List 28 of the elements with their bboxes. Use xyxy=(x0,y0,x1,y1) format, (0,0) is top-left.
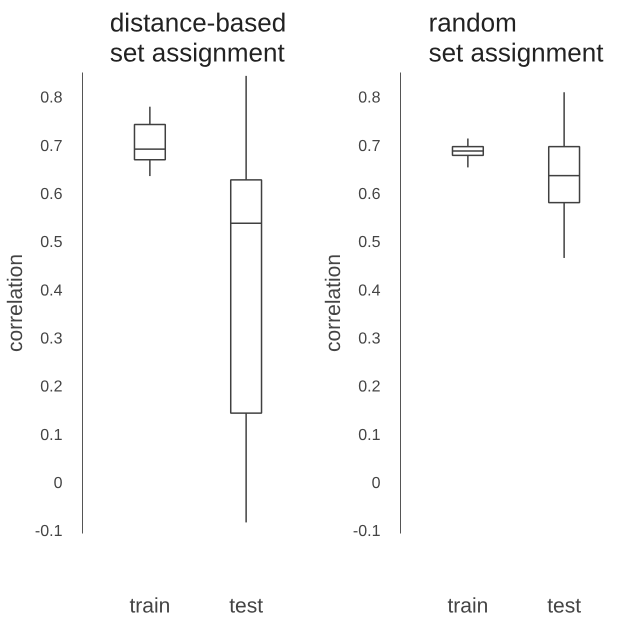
chart-title: distance-based set assignment xyxy=(110,8,286,68)
y-tick-label: 0.6 xyxy=(40,186,63,203)
y-tick-label: 0.3 xyxy=(40,330,63,348)
y-tick-label: 0 xyxy=(372,474,381,492)
x-tick-label: test xyxy=(229,594,264,618)
x-tick-label: train xyxy=(447,594,488,618)
y-tick-label: 0.1 xyxy=(40,426,63,444)
y-tick-label: 0.4 xyxy=(358,282,381,300)
y-tick-label: 0.2 xyxy=(40,378,63,396)
y-axis-title: correlation xyxy=(322,254,345,352)
y-tick-label: 0.4 xyxy=(40,282,63,300)
y-tick-label: 0.8 xyxy=(358,90,381,107)
y-tick-label: 0.2 xyxy=(358,378,381,396)
y-tick-label: 0.8 xyxy=(40,90,63,107)
x-tick-label: train xyxy=(129,594,170,618)
y-tick-label: 0.5 xyxy=(358,234,381,252)
chart-title: random set assignment xyxy=(428,8,604,68)
y-tick-label: 0 xyxy=(54,474,63,492)
y-tick-label: -0.1 xyxy=(352,523,381,540)
y-tick-label: 0.3 xyxy=(358,330,381,348)
y-tick-label: -0.1 xyxy=(34,523,63,540)
x-tick-label: test xyxy=(547,594,582,618)
y-tick-label: 0.7 xyxy=(358,138,381,155)
y-tick-label: 0.1 xyxy=(358,426,381,444)
y-tick-label: 0.7 xyxy=(40,138,63,155)
y-axis-title: correlation xyxy=(4,254,27,352)
y-tick-label: 0.5 xyxy=(40,234,63,252)
y-tick-label: 0.6 xyxy=(358,186,381,203)
